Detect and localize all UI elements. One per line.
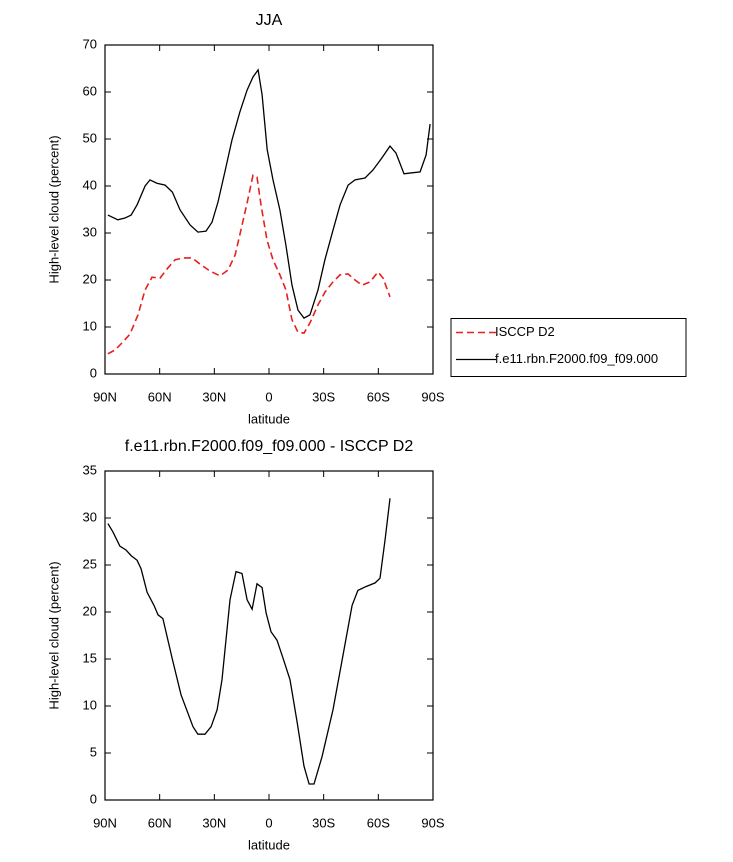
x-tick-label: 60N: [148, 389, 172, 404]
y-tick-label: 35: [83, 462, 97, 477]
data-line: [107, 68, 431, 319]
x-tick-label: 30S: [312, 389, 335, 404]
y-tick-label: 20: [83, 603, 97, 618]
x-tick-label: 30N: [202, 815, 226, 830]
x-tick-label: 60S: [367, 389, 390, 404]
x-tick-label: 60N: [148, 815, 172, 830]
y-tick-label: 70: [83, 36, 97, 51]
y-tick-label: 30: [83, 509, 97, 524]
y-tick-label: 5: [90, 744, 97, 759]
x-tick-label: 30S: [312, 815, 335, 830]
x-axis-label: latitude: [248, 411, 290, 426]
y-axis-label: High-level cloud (percent): [46, 135, 61, 283]
x-tick-label: 90S: [421, 389, 444, 404]
chart-title: JJA: [256, 12, 283, 29]
x-tick-label: 60S: [367, 815, 390, 830]
y-axis-label: High-level cloud (percent): [46, 561, 61, 709]
y-tick-label: 25: [83, 556, 97, 571]
y-tick-label: 15: [83, 650, 97, 665]
x-tick-label: 90N: [93, 815, 117, 830]
plot-frame: [104, 470, 434, 801]
x-axis-label: latitude: [248, 837, 290, 852]
legend-label: ISCCP D2: [495, 324, 555, 339]
x-tick-label: 90N: [93, 389, 117, 404]
y-tick-label: 20: [83, 271, 97, 286]
data-line: [107, 498, 391, 785]
chart-title: f.e11.rbn.F2000.f09_f09.000 - ISCCP D2: [125, 438, 414, 455]
y-tick-label: 50: [83, 130, 97, 145]
legend-box: [450, 318, 687, 377]
y-tick-label: 10: [83, 318, 97, 333]
y-tick-label: 60: [83, 83, 97, 98]
data-line: [107, 174, 391, 355]
x-tick-label: 90S: [421, 815, 444, 830]
y-tick-label: 40: [83, 177, 97, 192]
y-tick-label: 30: [83, 224, 97, 239]
plot-frame: [104, 44, 434, 375]
y-tick-label: 0: [90, 791, 97, 806]
x-tick-label: 0: [265, 389, 272, 404]
x-tick-label: 0: [265, 815, 272, 830]
x-tick-label: 30N: [202, 389, 226, 404]
y-tick-label: 10: [83, 697, 97, 712]
y-tick-label: 0: [90, 365, 97, 380]
legend-label: f.e11.rbn.F2000.f09_f09.000: [495, 351, 658, 366]
